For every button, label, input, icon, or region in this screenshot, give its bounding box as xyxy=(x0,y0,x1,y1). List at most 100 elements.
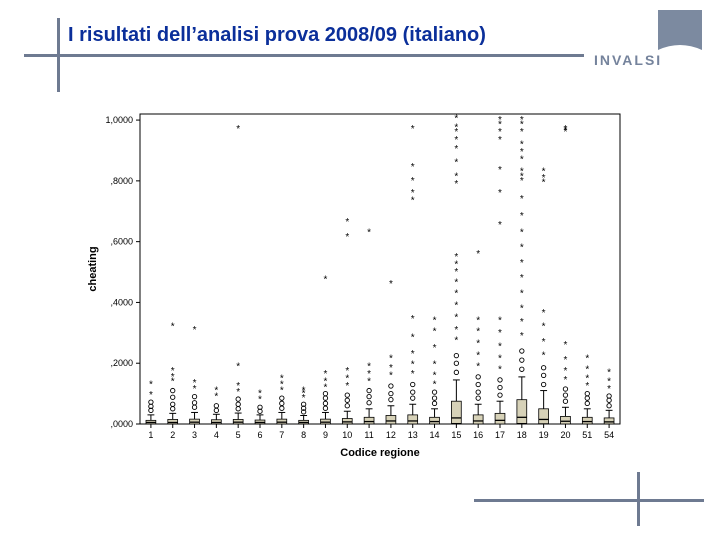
svg-text:*: * xyxy=(520,194,524,205)
svg-text:*: * xyxy=(585,354,589,365)
svg-text:8: 8 xyxy=(301,430,306,440)
svg-text:20: 20 xyxy=(560,430,570,440)
svg-text:*: * xyxy=(214,386,218,397)
svg-text:11: 11 xyxy=(364,430,373,440)
svg-text:*: * xyxy=(520,115,524,126)
svg-text:*: * xyxy=(520,273,524,284)
svg-text:*: * xyxy=(411,162,415,173)
svg-text:*: * xyxy=(302,386,306,397)
svg-text:6: 6 xyxy=(257,430,262,440)
svg-text:*: * xyxy=(564,366,568,377)
svg-text:*: * xyxy=(345,232,349,243)
svg-text:*: * xyxy=(520,167,524,178)
svg-text:*: * xyxy=(433,343,437,354)
svg-text:*: * xyxy=(324,369,328,380)
svg-text:10: 10 xyxy=(342,430,352,440)
svg-text:*: * xyxy=(520,317,524,328)
logo: INVALSI xyxy=(594,10,702,72)
svg-text:*: * xyxy=(411,314,415,325)
slide: I risultati dell’analisi prova 2008/09 (… xyxy=(0,0,720,540)
svg-text:*: * xyxy=(498,364,502,375)
svg-text:16: 16 xyxy=(473,430,483,440)
svg-text:*: * xyxy=(498,115,502,126)
svg-text:9: 9 xyxy=(323,430,328,440)
svg-text:*: * xyxy=(433,360,437,371)
svg-text:*: * xyxy=(542,337,546,348)
svg-text:*: * xyxy=(476,326,480,337)
svg-text:*: * xyxy=(542,308,546,319)
svg-text:*: * xyxy=(193,378,197,389)
svg-text:*: * xyxy=(345,366,349,377)
svg-text:*: * xyxy=(498,316,502,327)
svg-text:*: * xyxy=(454,300,458,311)
svg-text:*: * xyxy=(520,228,524,239)
svg-text:*: * xyxy=(498,188,502,199)
svg-text:,2000: ,2000 xyxy=(110,358,133,368)
svg-text:17: 17 xyxy=(495,430,505,440)
svg-text:*: * xyxy=(520,304,524,315)
svg-text:*: * xyxy=(411,332,415,343)
svg-text:*: * xyxy=(454,325,458,336)
svg-text:15: 15 xyxy=(451,430,461,440)
svg-text:19: 19 xyxy=(539,430,549,440)
svg-text:,8000: ,8000 xyxy=(110,176,133,186)
svg-text:*: * xyxy=(542,322,546,333)
svg-text:12: 12 xyxy=(386,430,396,440)
svg-text:*: * xyxy=(411,124,415,135)
svg-text:Codice regione: Codice regione xyxy=(340,447,419,459)
svg-text:,0000: ,0000 xyxy=(110,419,133,429)
svg-text:*: * xyxy=(520,139,524,150)
svg-text:*: * xyxy=(498,328,502,339)
svg-text:7: 7 xyxy=(279,430,284,440)
svg-text:*: * xyxy=(345,217,349,228)
svg-text:cheating: cheating xyxy=(87,246,99,291)
svg-text:*: * xyxy=(149,390,153,401)
svg-text:*: * xyxy=(520,211,524,222)
svg-text:*: * xyxy=(171,366,175,377)
svg-text:*: * xyxy=(564,355,568,366)
svg-text:*: * xyxy=(236,361,240,372)
svg-text:*: * xyxy=(258,389,262,400)
logo-text: INVALSI xyxy=(594,52,662,68)
svg-text:*: * xyxy=(542,167,546,178)
svg-text:*: * xyxy=(193,325,197,336)
svg-text:18: 18 xyxy=(517,430,527,440)
svg-text:*: * xyxy=(389,354,393,365)
svg-text:*: * xyxy=(454,252,458,263)
svg-text:*: * xyxy=(564,124,568,135)
svg-text:*: * xyxy=(520,243,524,254)
svg-text:*: * xyxy=(454,335,458,346)
svg-text:*: * xyxy=(564,340,568,351)
svg-text:*: * xyxy=(607,367,611,378)
svg-text:*: * xyxy=(389,279,393,290)
svg-text:1,0000: 1,0000 xyxy=(105,115,133,125)
svg-text:*: * xyxy=(476,249,480,260)
svg-text:*: * xyxy=(585,364,589,375)
svg-text:*: * xyxy=(433,326,437,337)
logo-shape-icon xyxy=(658,10,702,50)
frame-bar-top-v xyxy=(57,18,60,92)
svg-text:1: 1 xyxy=(148,430,153,440)
svg-text:*: * xyxy=(454,288,458,299)
svg-text:*: * xyxy=(236,381,240,392)
svg-text:3: 3 xyxy=(192,430,197,440)
svg-text:,4000: ,4000 xyxy=(110,297,133,307)
svg-text:*: * xyxy=(433,316,437,327)
svg-text:*: * xyxy=(476,338,480,349)
frame-bar-bottom-h xyxy=(474,499,704,502)
svg-text:*: * xyxy=(236,124,240,135)
svg-text:*: * xyxy=(411,188,415,199)
svg-text:5: 5 xyxy=(236,430,241,440)
svg-text:*: * xyxy=(411,349,415,360)
svg-text:*: * xyxy=(411,176,415,187)
svg-text:*: * xyxy=(280,373,284,384)
svg-text:*: * xyxy=(433,370,437,381)
page-title: I risultati dell’analisi prova 2008/09 (… xyxy=(68,24,486,47)
svg-text:*: * xyxy=(498,354,502,365)
svg-text:*: * xyxy=(454,158,458,169)
svg-text:14: 14 xyxy=(430,430,440,440)
svg-text:*: * xyxy=(476,361,480,372)
svg-text:4: 4 xyxy=(214,430,219,440)
svg-text:*: * xyxy=(498,342,502,353)
frame-bar-bottom-v xyxy=(637,472,640,526)
